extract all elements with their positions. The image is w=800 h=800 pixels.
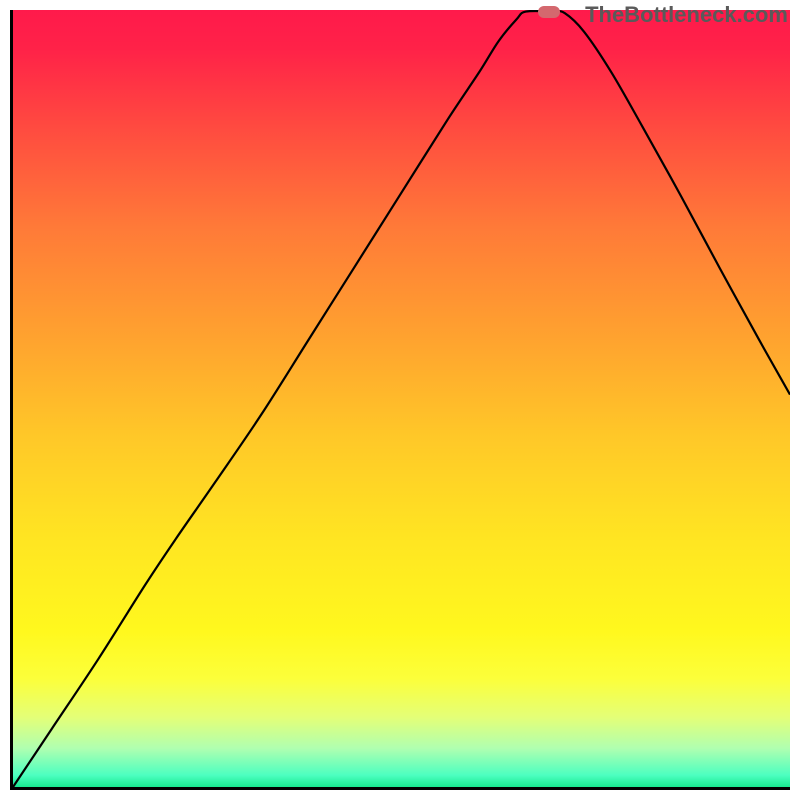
background-gradient — [13, 10, 790, 787]
chart-container: { "watermark": { "text": "TheBottleneck.… — [0, 0, 800, 800]
optimal-marker — [538, 6, 560, 18]
plot-area: TheBottleneck.com — [10, 10, 790, 790]
watermark-text: TheBottleneck.com — [585, 2, 788, 28]
